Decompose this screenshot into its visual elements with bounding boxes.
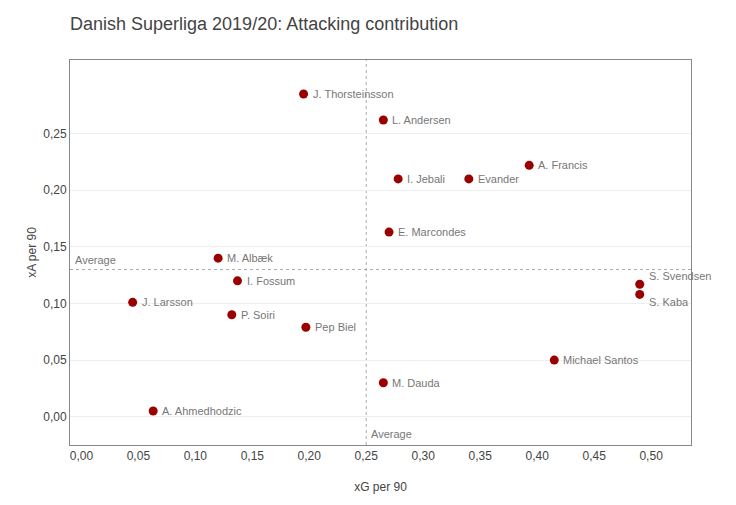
- svg-text:xA per 90: xA per 90: [25, 227, 39, 278]
- svg-text:xG per 90: xG per 90: [354, 480, 407, 494]
- svg-text:0,25: 0,25: [43, 127, 67, 141]
- svg-text:Evander: Evander: [478, 173, 519, 185]
- svg-text:I. Jebali: I. Jebali: [407, 173, 445, 185]
- svg-text:Average: Average: [371, 428, 412, 440]
- svg-text:Danish Superliga 2019/20: Atta: Danish Superliga 2019/20: Attacking cont…: [70, 14, 458, 34]
- svg-text:0,30: 0,30: [412, 449, 436, 463]
- svg-text:0,00: 0,00: [43, 410, 67, 424]
- svg-text:0,15: 0,15: [43, 240, 67, 254]
- svg-text:Pep Biel: Pep Biel: [315, 321, 356, 333]
- svg-text:0,05: 0,05: [127, 449, 151, 463]
- svg-text:P. Soiri: P. Soiri: [241, 309, 275, 321]
- svg-text:0,35: 0,35: [469, 449, 493, 463]
- svg-text:0,05: 0,05: [43, 353, 67, 367]
- svg-text:0,20: 0,20: [298, 449, 322, 463]
- svg-text:Average: Average: [75, 254, 116, 266]
- svg-text:J. Thorsteinsson: J. Thorsteinsson: [313, 88, 394, 100]
- svg-text:J. Larsson: J. Larsson: [142, 296, 193, 308]
- svg-text:0,50: 0,50: [639, 449, 663, 463]
- svg-text:0,15: 0,15: [241, 449, 265, 463]
- svg-text:E. Marcondes: E. Marcondes: [398, 226, 466, 238]
- svg-text:0,45: 0,45: [582, 449, 606, 463]
- svg-text:Michael Santos: Michael Santos: [563, 354, 639, 366]
- svg-text:0,10: 0,10: [184, 449, 208, 463]
- svg-text:0,10: 0,10: [43, 297, 67, 311]
- svg-text:I. Fossum: I. Fossum: [247, 275, 295, 287]
- svg-text:S. Svendsen: S. Svendsen: [649, 270, 711, 282]
- svg-text:M. Dauda: M. Dauda: [392, 377, 441, 389]
- svg-text:M. Albæk: M. Albæk: [227, 252, 273, 264]
- svg-text:A. Francis: A. Francis: [538, 159, 588, 171]
- svg-text:L. Andersen: L. Andersen: [392, 114, 451, 126]
- svg-text:0,40: 0,40: [525, 449, 549, 463]
- svg-text:0,00: 0,00: [70, 449, 94, 463]
- svg-text:0,25: 0,25: [355, 449, 379, 463]
- svg-text:A. Ahmedhodzic: A. Ahmedhodzic: [162, 405, 242, 417]
- svg-text:S. Kaba: S. Kaba: [649, 296, 689, 308]
- svg-text:0,20: 0,20: [43, 183, 67, 197]
